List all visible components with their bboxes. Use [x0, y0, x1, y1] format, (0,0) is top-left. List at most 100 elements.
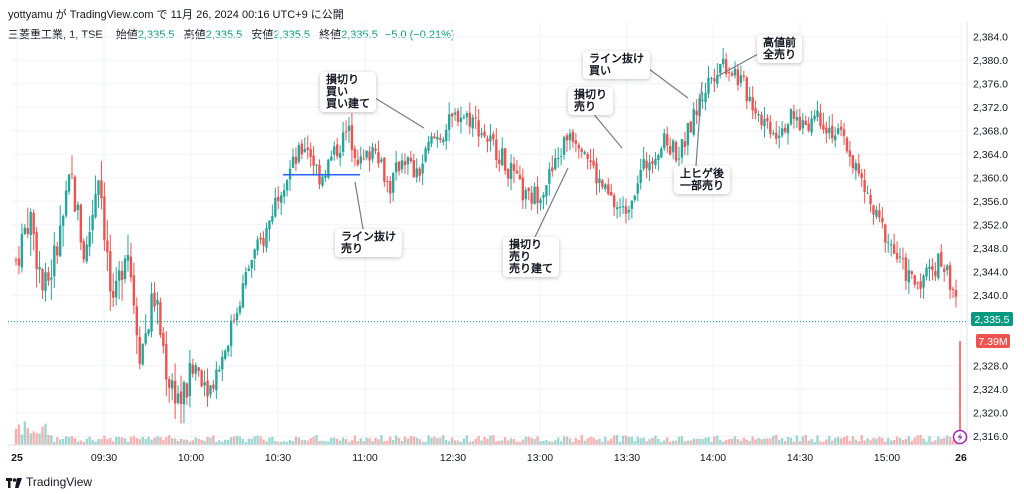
candle — [253, 248, 256, 271]
price-tag: 2,335.5 — [971, 312, 1013, 326]
volume-bar — [583, 440, 586, 445]
candle — [627, 205, 631, 221]
annotation-line: 売り建て — [509, 263, 553, 275]
candle — [639, 158, 642, 190]
candle — [194, 362, 197, 381]
candle — [807, 117, 810, 133]
volume-bar — [300, 440, 304, 445]
candle — [559, 148, 563, 166]
volume-bar — [306, 440, 309, 445]
annotation-line: 売り — [509, 251, 531, 263]
annotation-callout[interactable]: ライン抜け 売り — [335, 229, 402, 257]
candle — [724, 53, 728, 78]
price-axis[interactable]: 2,384.0 2,380.0 2,376.0 2,372.0 2,368.0 2,364… — [973, 32, 1008, 444]
candle — [206, 368, 209, 407]
candle — [536, 176, 539, 215]
lightning-icon[interactable] — [952, 429, 968, 445]
candle — [551, 155, 554, 177]
volume-bar — [480, 440, 483, 445]
volume-bar — [931, 441, 934, 445]
candle — [288, 160, 292, 191]
volume-bar — [203, 440, 206, 445]
volume-bar — [371, 441, 374, 445]
candle — [330, 150, 333, 162]
volume-bar — [288, 439, 292, 445]
candle — [418, 166, 421, 182]
candle — [524, 186, 527, 210]
y-tick-label: 2,348.0 — [973, 243, 1008, 255]
tradingview-logo-icon[interactable] — [6, 474, 22, 489]
candle — [135, 297, 139, 355]
candle — [916, 281, 919, 290]
volume-bar — [727, 439, 731, 445]
volume-bar — [17, 424, 21, 445]
candle — [76, 201, 80, 221]
candle — [928, 258, 931, 282]
candle — [789, 108, 793, 127]
candle — [515, 160, 519, 175]
volume-bar — [41, 426, 44, 445]
volume-bar — [530, 438, 533, 445]
candle — [745, 75, 748, 110]
volume-bar — [719, 439, 722, 445]
volume-bar — [801, 436, 804, 445]
volume-bar — [365, 437, 368, 445]
candle — [545, 185, 548, 205]
time-axis[interactable]: 25 09:30 10:00 10:30 11:00 12:30 13:00 13:30 14:… — [11, 452, 967, 464]
high-label: 高値 — [183, 29, 206, 41]
candle — [120, 261, 124, 301]
volume-bar — [545, 440, 548, 445]
candle — [400, 153, 404, 173]
candle — [919, 273, 922, 299]
volume-bar — [580, 435, 583, 445]
candle — [645, 152, 648, 179]
candle — [601, 178, 604, 190]
candle — [568, 129, 572, 151]
volume-bar — [825, 439, 828, 445]
annotation-callout[interactable]: 高値前 全売り — [757, 35, 802, 63]
volume-bar — [798, 441, 802, 445]
volume-bar — [389, 436, 392, 445]
candle — [810, 110, 813, 136]
volume-bar — [159, 436, 162, 445]
annotation-connector — [695, 81, 703, 167]
volume-bar — [73, 438, 77, 445]
annotation-callout[interactable]: 上ヒゲ後 一部売り — [674, 166, 730, 194]
volume-bar — [20, 434, 24, 445]
volume-bar — [194, 437, 197, 445]
volume-bar — [309, 438, 312, 445]
candle — [730, 70, 734, 77]
volume-bar — [117, 436, 121, 445]
candle — [73, 174, 77, 213]
annotation-callout[interactable]: 損切り 買い 買い建て — [320, 72, 376, 112]
candle — [141, 343, 144, 366]
candle — [786, 122, 790, 145]
annotation-callout[interactable]: 損切り 売り — [568, 87, 613, 115]
candle — [831, 113, 834, 144]
candle — [895, 241, 899, 263]
y-tick-label: 2,376.0 — [973, 79, 1008, 91]
volume-bar — [884, 441, 887, 445]
volume-bar — [501, 440, 504, 445]
volume-bar — [312, 436, 315, 445]
annotation-callout[interactable]: 損切り 売り 売り建て — [503, 237, 559, 277]
volume-bar — [439, 437, 442, 445]
volume-bar — [430, 437, 433, 445]
volume-bar — [875, 438, 878, 445]
candle — [64, 180, 68, 219]
volume-bar — [450, 437, 454, 445]
annotation-callout[interactable]: ライン抜け 買い — [583, 51, 650, 79]
volume-bar — [860, 435, 863, 445]
volume-bar — [645, 441, 648, 445]
y-tick-label: 2,364.0 — [973, 149, 1008, 161]
annotation-connector — [717, 53, 759, 77]
candle — [489, 123, 492, 152]
volume-bar — [757, 437, 760, 445]
candle — [100, 161, 103, 210]
candle — [259, 232, 262, 245]
candle — [901, 247, 905, 270]
candle — [854, 159, 858, 180]
candle — [179, 375, 183, 424]
candle — [462, 114, 466, 120]
symbol-label[interactable]: 三菱重工業, 1, TSE — [8, 29, 103, 41]
